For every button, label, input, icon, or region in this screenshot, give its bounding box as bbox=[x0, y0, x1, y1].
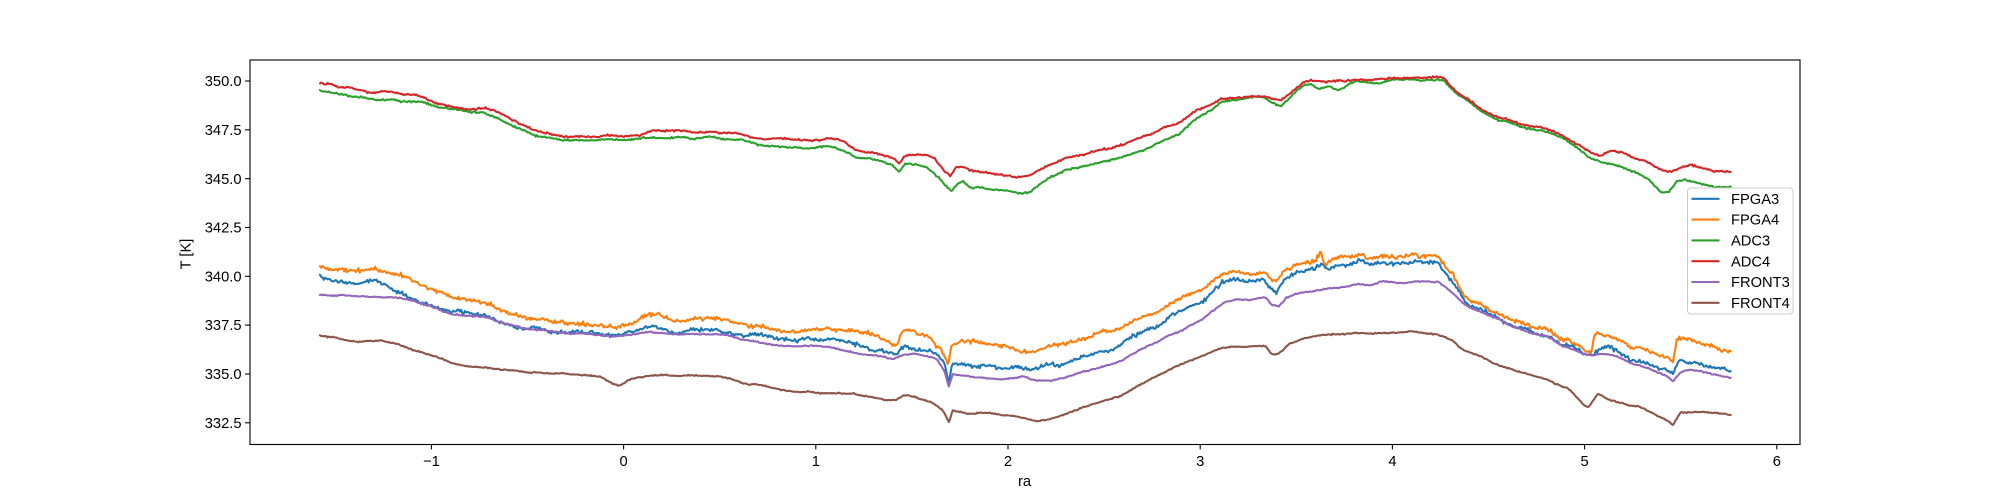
svg-text:T [K]: T [K] bbox=[179, 239, 195, 270]
svg-text:4: 4 bbox=[1388, 454, 1396, 470]
svg-text:345.0: 345.0 bbox=[205, 172, 242, 188]
svg-text:335.0: 335.0 bbox=[205, 367, 242, 383]
svg-text:ra: ra bbox=[1018, 474, 1032, 490]
svg-text:5: 5 bbox=[1581, 454, 1589, 470]
svg-text:FPGA3: FPGA3 bbox=[1731, 192, 1779, 208]
svg-text:3: 3 bbox=[1196, 454, 1204, 470]
svg-text:0: 0 bbox=[620, 454, 628, 470]
svg-text:337.5: 337.5 bbox=[205, 318, 242, 334]
svg-text:−1: −1 bbox=[423, 454, 440, 470]
svg-text:347.5: 347.5 bbox=[205, 123, 242, 139]
svg-text:ADC3: ADC3 bbox=[1731, 234, 1770, 250]
svg-text:340.0: 340.0 bbox=[205, 269, 242, 285]
svg-text:FPGA4: FPGA4 bbox=[1731, 213, 1779, 229]
svg-text:FRONT3: FRONT3 bbox=[1731, 275, 1790, 291]
svg-text:332.5: 332.5 bbox=[205, 416, 242, 432]
svg-text:342.5: 342.5 bbox=[205, 221, 242, 237]
svg-text:FRONT4: FRONT4 bbox=[1731, 296, 1790, 312]
svg-text:2: 2 bbox=[1004, 454, 1012, 470]
svg-text:1: 1 bbox=[812, 454, 820, 470]
svg-text:ADC4: ADC4 bbox=[1731, 254, 1770, 270]
svg-text:6: 6 bbox=[1773, 454, 1781, 470]
svg-text:350.0: 350.0 bbox=[205, 74, 242, 90]
